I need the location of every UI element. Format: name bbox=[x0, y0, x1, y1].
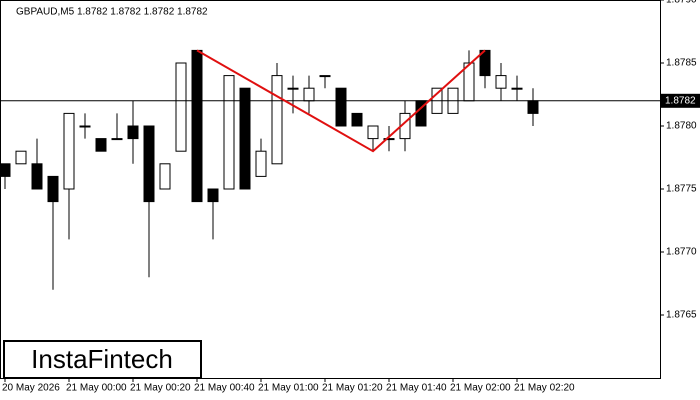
candle-body bbox=[63, 112, 75, 190]
candle-body bbox=[31, 163, 43, 190]
candle-body bbox=[367, 125, 379, 140]
candle-body bbox=[15, 150, 27, 165]
candle-body bbox=[0, 163, 11, 177]
candle-body bbox=[175, 62, 187, 152]
last-price-label: 1.8782 bbox=[665, 95, 696, 106]
candle-body bbox=[191, 49, 203, 203]
x-tick-label: 21 May 02:00 bbox=[450, 383, 511, 394]
candle-body bbox=[495, 75, 507, 89]
candle-body bbox=[95, 138, 107, 152]
y-tick-label: 1.8785 bbox=[666, 58, 697, 69]
x-tick-label: 21 May 00:40 bbox=[194, 383, 255, 394]
candle-body bbox=[335, 87, 347, 127]
x-tick-label: 21 May 01:20 bbox=[322, 383, 383, 394]
candle-body bbox=[351, 112, 363, 127]
candle-body bbox=[159, 163, 171, 190]
candle-body bbox=[127, 125, 139, 140]
candle-body bbox=[79, 125, 91, 128]
candle-body bbox=[111, 138, 123, 141]
logo-box bbox=[3, 340, 202, 379]
candle-body bbox=[319, 75, 331, 78]
candle-body bbox=[511, 87, 523, 90]
pattern-line bbox=[196, 49, 486, 153]
x-tick-label: 21 May 01:00 bbox=[258, 383, 319, 394]
candle-body bbox=[271, 75, 283, 165]
candle-body bbox=[383, 138, 395, 141]
y-tick-label: 1.8765 bbox=[666, 310, 697, 321]
x-tick-label: 21 May 01:40 bbox=[386, 383, 447, 394]
y-tick-label: 1.8780 bbox=[666, 121, 697, 132]
candle-body bbox=[527, 100, 539, 114]
x-tick-label: 21 May 00:20 bbox=[130, 383, 191, 394]
x-tick-label: 20 May 2026 bbox=[2, 383, 60, 394]
logo: InstaFintech bbox=[31, 344, 173, 374]
candle-body bbox=[303, 87, 315, 102]
candle-body bbox=[239, 87, 251, 190]
chart-title: GBPAUD,M5 1.8782 1.8782 1.8782 1.8782 bbox=[16, 7, 208, 18]
last-price-box bbox=[661, 93, 700, 108]
y-tick-label: 1.8775 bbox=[666, 184, 697, 195]
candle-body bbox=[143, 125, 155, 203]
x-tick-label: 21 May 00:00 bbox=[66, 383, 127, 394]
candle-body bbox=[47, 175, 59, 203]
candle-body bbox=[255, 150, 267, 177]
candle-body bbox=[223, 75, 235, 190]
y-tick-label: 1.8770 bbox=[666, 247, 697, 258]
candle-body bbox=[287, 87, 299, 90]
candle-body bbox=[207, 188, 219, 203]
y-tick-label: 1.8790 bbox=[666, 0, 697, 6]
x-tick-label: 21 May 02:20 bbox=[514, 383, 575, 394]
